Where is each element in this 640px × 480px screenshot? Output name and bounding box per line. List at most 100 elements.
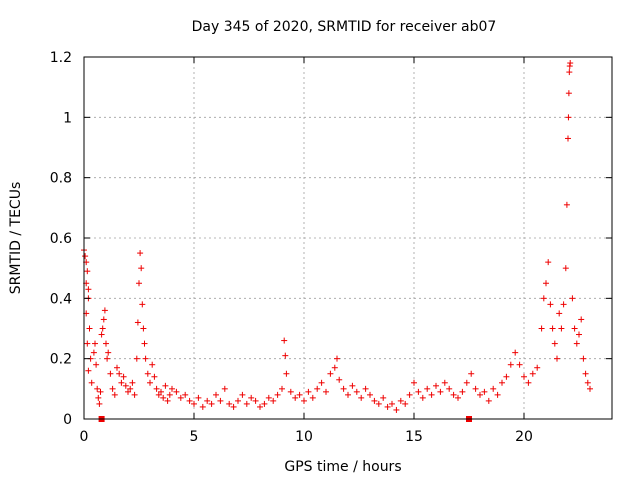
data-point [127,385,134,392]
data-point [147,379,153,386]
data-point [96,400,103,407]
data-point [114,364,120,371]
data-point [560,301,567,308]
data-point [208,400,215,407]
data-point [111,391,118,398]
data-point [142,355,149,362]
data-point [507,361,514,368]
data-point [459,388,466,395]
x-tick-label: 10 [295,429,313,445]
data-point [104,355,111,362]
data-point [534,364,541,371]
data-point [235,397,241,404]
data-point [314,385,321,392]
data-point [107,370,114,377]
data-point [204,397,211,404]
data-point [98,331,105,338]
data-point [516,361,523,368]
data-point [173,388,180,395]
data-point [358,394,365,401]
data-point [468,370,475,377]
data-point [323,388,329,395]
data-point [499,379,505,386]
data-point [551,340,558,347]
data-point [274,391,281,398]
data-point [151,373,158,380]
data-point [556,310,563,317]
data-point [584,379,591,386]
data-point [92,340,98,347]
data-point [166,391,173,398]
data-point [162,382,169,389]
data-point [265,394,272,401]
data-point [118,379,125,386]
data-point [567,60,574,67]
x-tick-label: 5 [190,429,199,445]
x-tick-label: 15 [405,429,423,445]
data-point [120,373,127,380]
data-point [136,280,142,287]
chart-title: Day 345 of 2020, SRMTID for receiver ab0… [192,19,497,35]
data-point [199,403,206,410]
axis-ticks [83,56,612,420]
data-point [221,385,228,392]
data-point [177,394,184,401]
data-point [389,400,395,407]
data-point [490,385,497,392]
y-tick-label: 0.2 [50,352,72,368]
data-point [521,373,527,380]
data-point [571,325,578,332]
data-point [84,340,91,347]
data-point [485,397,492,404]
data-point [481,388,488,395]
data-point [576,331,582,338]
data-point [296,391,303,398]
data-point [349,382,356,389]
data-point [455,394,461,401]
data-point [305,388,312,395]
data-point [565,135,571,142]
data-point [336,376,343,383]
data-point [441,379,448,386]
data-point [433,382,439,389]
y-tick-label: 0.6 [50,231,72,247]
data-point [129,379,136,386]
data-point [283,370,290,377]
data-point [563,201,570,208]
data-point [82,253,89,260]
data-point [243,400,250,407]
data-point [450,391,457,398]
data-point [100,316,107,323]
data-point [362,385,369,392]
data-point [318,379,325,386]
data-point [105,349,112,356]
data-point [153,385,160,392]
data-point [558,325,565,332]
data-point [402,400,409,407]
grid-lines [84,57,612,419]
y-tick-label: 0 [63,412,72,428]
data-point [101,307,108,314]
data-point [543,280,549,287]
data-point [85,286,92,293]
data-point [99,325,106,332]
data-point [86,325,93,332]
data-point [331,364,338,371]
x-tick-labels: 0 5 10 15 20 [80,429,533,445]
data-point [587,385,593,392]
data-point [252,397,259,404]
data-point [85,367,92,374]
data-point [134,319,141,326]
data-point [149,361,156,368]
data-point [367,391,373,398]
data-point [88,379,95,386]
data-point [230,403,237,410]
x-axis-label: GPS time / hours [284,459,401,475]
data-point [375,400,382,407]
data-point [529,370,536,377]
data-points [81,60,593,413]
data-point [138,265,145,272]
data-point [97,388,104,395]
data-point [125,388,131,395]
